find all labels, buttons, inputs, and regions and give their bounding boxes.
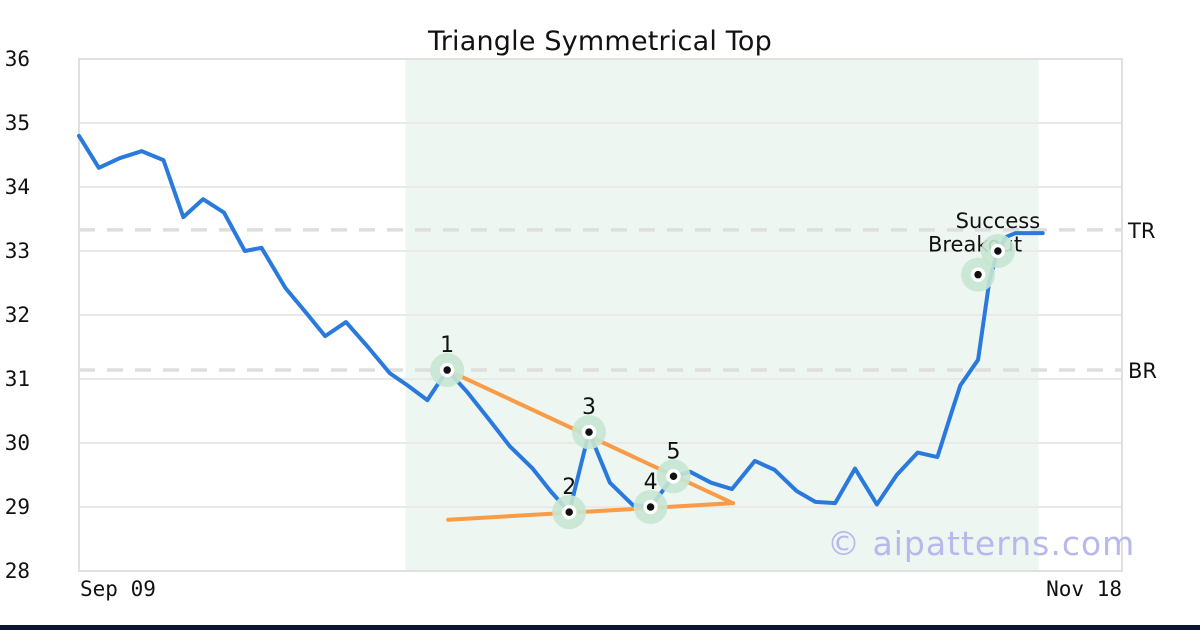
x-tick-label-left: Sep 09 [80, 577, 156, 601]
marker-label-1: 1 [440, 333, 454, 358]
y-tick-label: 34 [5, 175, 30, 199]
marker-dot-2 [561, 504, 577, 520]
y-tick-label: 36 [5, 47, 30, 71]
marker-dot-success [990, 243, 1006, 259]
watermark: © aipatterns.com [827, 524, 1136, 563]
y-tick-label: 28 [5, 559, 30, 583]
y-tick-label: 30 [5, 431, 30, 455]
lower-triangle-line [446, 501, 735, 522]
plot-border [78, 58, 1123, 572]
y-tick-label: 31 [5, 367, 30, 391]
marker-label-5: 5 [667, 439, 681, 464]
marker-label-4: 4 [644, 470, 658, 495]
br-level-label: BR [1128, 359, 1157, 383]
marker-dot-4 [643, 499, 658, 515]
y-tick-label: 29 [5, 495, 30, 519]
footer-accent-bar [0, 625, 1200, 630]
marker-label-success: Success [956, 209, 1041, 233]
y-tick-label: 33 [5, 239, 30, 263]
y-tick-label: 32 [5, 303, 30, 327]
chart-title: Triangle Symmetrical Top [428, 26, 772, 57]
marker-dot-3 [581, 424, 597, 440]
marker-dot-1 [439, 362, 455, 378]
x-tick-label-right: Nov 18 [1046, 577, 1122, 601]
tr-level-label: TR [1127, 219, 1155, 243]
y-tick-label: 35 [5, 111, 30, 135]
marker-dot-5 [666, 469, 681, 484]
marker-dot-breakout [970, 267, 986, 282]
marker-label-3: 3 [582, 395, 596, 420]
